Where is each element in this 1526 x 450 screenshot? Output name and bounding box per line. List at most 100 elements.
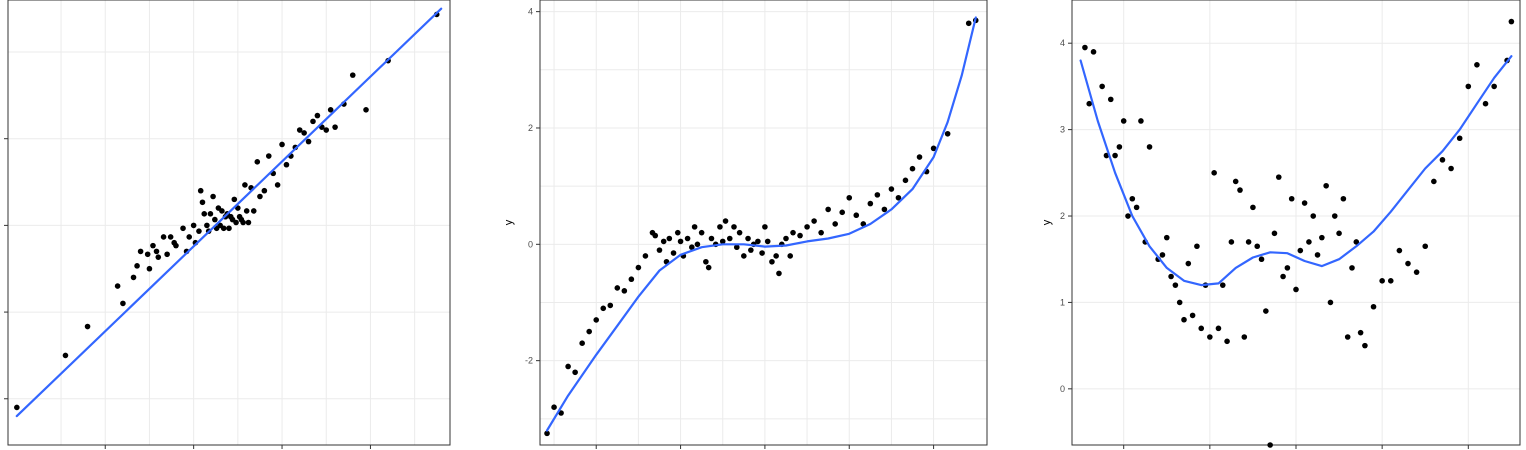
data-point <box>1241 334 1248 340</box>
data-point <box>283 161 290 168</box>
data-point <box>1090 49 1097 55</box>
data-point <box>944 130 951 137</box>
data-point <box>1379 278 1385 284</box>
data-point <box>301 130 307 136</box>
data-point <box>1370 303 1377 310</box>
data-point <box>703 258 709 265</box>
data-point <box>146 265 153 272</box>
y-tick-label: 1 <box>1060 297 1065 307</box>
data-point <box>1405 260 1411 267</box>
data-point <box>764 238 771 245</box>
data-point <box>565 363 571 370</box>
data-point <box>363 107 369 113</box>
panel-border <box>539 0 988 446</box>
data-point <box>776 270 782 277</box>
data-point <box>240 219 246 226</box>
data-point <box>1439 157 1446 163</box>
data-point <box>1456 135 1463 142</box>
data-point <box>279 141 285 148</box>
data-point <box>1172 282 1179 288</box>
data-point <box>1194 243 1200 250</box>
data-point <box>1224 338 1230 345</box>
data-point <box>748 247 754 253</box>
data-point <box>310 118 316 125</box>
data-point <box>1133 204 1140 211</box>
data-point <box>1198 325 1205 332</box>
data-point <box>660 238 667 245</box>
data-point <box>1219 282 1226 288</box>
chart-panel-2: -2 0 2 4 y <box>503 0 988 449</box>
data-point <box>226 225 232 232</box>
data-point <box>586 328 592 335</box>
data-point <box>242 182 248 188</box>
data-point <box>804 224 810 230</box>
data-point <box>1310 213 1317 219</box>
data-point <box>167 234 174 240</box>
data-point <box>1327 299 1334 306</box>
data-point <box>572 369 578 376</box>
data-point <box>245 219 252 226</box>
data-point <box>769 258 775 265</box>
chart-panel-3: 0 1 2 3 4 y <box>1041 0 1521 449</box>
data-point <box>233 219 239 226</box>
data-point <box>265 153 272 159</box>
data-point <box>186 234 193 240</box>
data-point <box>197 187 204 194</box>
y-tick-label: 2 <box>528 123 533 133</box>
data-point <box>722 218 729 224</box>
data-point <box>666 235 673 242</box>
data-point <box>1288 195 1295 202</box>
panel-border <box>7 0 451 446</box>
data-point <box>719 238 726 245</box>
data-point <box>895 194 902 201</box>
data-point <box>1314 252 1321 258</box>
data-point <box>144 251 151 258</box>
data-point <box>1207 334 1213 340</box>
data-point <box>1362 342 1368 349</box>
y-axis-title: y <box>1041 219 1053 225</box>
data-point <box>1185 260 1192 267</box>
data-point <box>220 225 227 232</box>
data-point <box>190 222 197 229</box>
data-point <box>656 247 663 253</box>
data-point <box>1107 96 1114 103</box>
y-tick-label: 0 <box>1060 384 1065 394</box>
data-point <box>607 302 614 309</box>
data-point <box>1306 239 1312 245</box>
data-point <box>853 212 860 219</box>
data-point <box>909 165 916 172</box>
data-point <box>762 224 768 230</box>
data-point <box>1349 265 1355 271</box>
data-point <box>153 248 160 255</box>
data-point <box>825 206 831 213</box>
data-point <box>1228 239 1235 245</box>
data-point <box>274 182 281 188</box>
data-point <box>1293 286 1299 293</box>
data-point <box>155 254 162 260</box>
data-point <box>790 229 796 236</box>
data-point <box>773 253 779 259</box>
data-point <box>1146 144 1153 150</box>
data-point <box>1353 239 1360 245</box>
data-point <box>212 216 218 223</box>
chart-panel-1 <box>4 0 451 449</box>
data-point <box>670 250 677 256</box>
y-tick-label: 4 <box>1060 38 1065 48</box>
data-point <box>1474 62 1480 68</box>
data-point <box>705 264 712 271</box>
data-point <box>635 264 642 271</box>
data-point <box>160 234 167 240</box>
data-point <box>1120 118 1127 124</box>
data-point <box>1301 200 1308 206</box>
data-point <box>628 276 635 283</box>
data-point <box>731 224 737 230</box>
data-point <box>296 127 303 133</box>
data-point <box>860 221 867 227</box>
data-point <box>1387 278 1394 284</box>
data-point <box>694 241 701 248</box>
data-point <box>832 221 838 227</box>
data-point <box>1482 100 1489 107</box>
data-point <box>745 235 751 242</box>
data-point <box>120 300 126 307</box>
data-point <box>811 218 817 224</box>
